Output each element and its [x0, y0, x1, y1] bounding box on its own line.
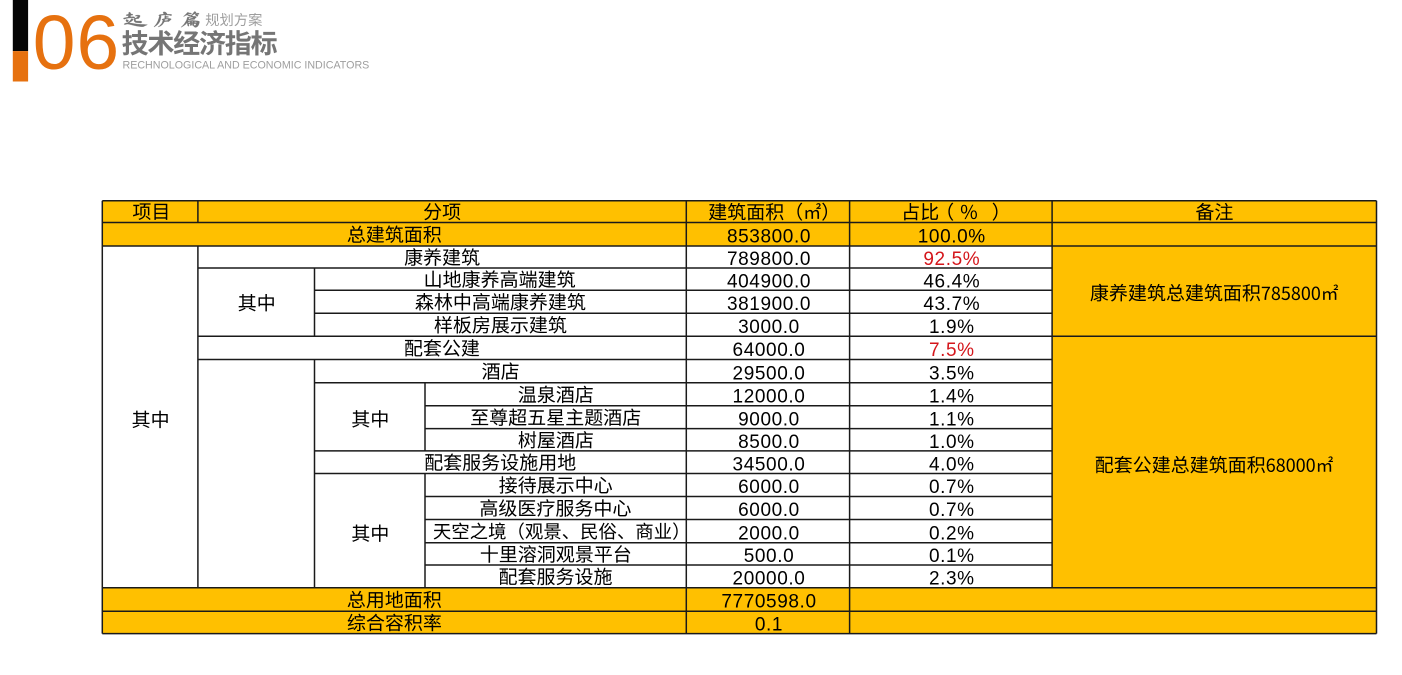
svg-text:43.7%: 43.7%	[923, 294, 980, 315]
svg-text:34500.0: 34500.0	[733, 454, 806, 475]
svg-text:7.5%: 7.5%	[929, 340, 975, 361]
svg-text:46.4%: 46.4%	[923, 271, 980, 292]
svg-text:29500.0: 29500.0	[733, 363, 806, 384]
svg-text:0.1: 0.1	[755, 615, 783, 636]
svg-text:9000.0: 9000.0	[738, 409, 800, 430]
svg-text:RECHNOLOGICAL AND ECONOMIC IND: RECHNOLOGICAL AND ECONOMIC INDICATORS	[123, 59, 370, 71]
svg-text:1.1%: 1.1%	[929, 409, 975, 430]
svg-text:92.5%: 92.5%	[923, 249, 980, 270]
svg-text:0.7%: 0.7%	[929, 477, 975, 498]
svg-text:500.0: 500.0	[744, 546, 795, 567]
svg-text:3000.0: 3000.0	[738, 317, 800, 338]
svg-text:2000.0: 2000.0	[738, 523, 800, 544]
svg-text:2.3%: 2.3%	[929, 569, 975, 590]
svg-text:0.2%: 0.2%	[929, 523, 975, 544]
svg-text:381900.0: 381900.0	[727, 294, 811, 315]
svg-text:20000.0: 20000.0	[733, 569, 806, 590]
svg-text:8500.0: 8500.0	[738, 432, 800, 453]
svg-text:1.0%: 1.0%	[929, 432, 975, 453]
svg-text:12000.0: 12000.0	[733, 387, 806, 408]
svg-text:64000.0: 64000.0	[733, 340, 806, 361]
svg-text:1.4%: 1.4%	[929, 387, 975, 408]
svg-text:4.0%: 4.0%	[929, 454, 975, 475]
svg-text:404900.0: 404900.0	[727, 271, 811, 292]
svg-text:6000.0: 6000.0	[738, 477, 800, 498]
svg-text:0.1%: 0.1%	[929, 546, 975, 567]
svg-text:3.5%: 3.5%	[929, 363, 975, 384]
svg-text:100.0%: 100.0%	[918, 226, 986, 247]
svg-text:7770598.0: 7770598.0	[721, 592, 816, 613]
svg-text:789800.0: 789800.0	[727, 249, 811, 270]
svg-text:0.7%: 0.7%	[929, 500, 975, 521]
svg-text:853800.0: 853800.0	[727, 226, 811, 247]
svg-text:6000.0: 6000.0	[738, 500, 800, 521]
svg-text:1.9%: 1.9%	[929, 317, 975, 338]
